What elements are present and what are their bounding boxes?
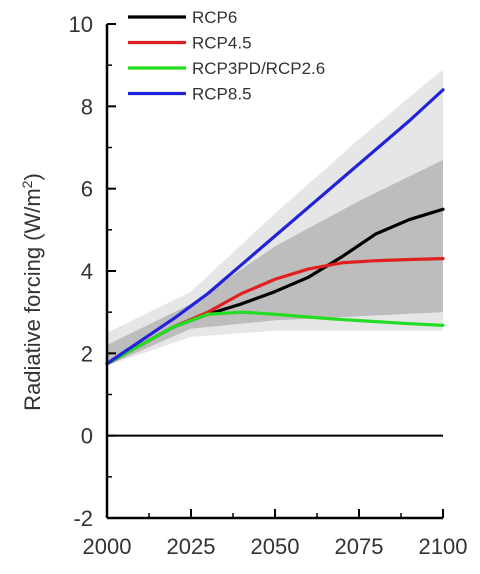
y-tick-label: 10 (69, 12, 93, 37)
legend-label-rcp4-5: RCP4.5 (192, 34, 252, 53)
y-tick-label: 4 (81, 259, 93, 284)
y-tick-label: -2 (73, 506, 93, 531)
legend-label-rcp8-5: RCP8.5 (192, 85, 252, 104)
uncertainty-band-2 (107, 159, 443, 366)
y-tick-label: 2 (81, 341, 93, 366)
legend-label-rcp6: RCP6 (192, 8, 237, 27)
legend-label-rcp3pd-rcp2-6: RCP3PD/RCP2.6 (192, 59, 325, 78)
x-tick-label: 2025 (167, 534, 216, 559)
y-axis-label-close: ) (20, 173, 45, 180)
axes: -2 0 2 4 6 8 10 2000 2025 2050 2075 2100 (69, 12, 468, 559)
series-line-rcp3pd-rcp2-6 (105, 310, 445, 366)
x-tick-label: 2100 (419, 534, 468, 559)
x-tick-label: 2000 (83, 534, 132, 559)
uncertainty-bands (107, 69, 443, 366)
legend: RCP6 RCP4.5 RCP3PD/RCP2.6 RCP8.5 (128, 8, 325, 104)
x-tick-label: 2075 (335, 534, 384, 559)
series-lines (105, 88, 445, 366)
x-tick-label: 2050 (251, 534, 300, 559)
y-tick-label: 6 (81, 177, 93, 202)
y-axis-label-main: Radiative forcing (W/m (20, 188, 45, 411)
y-tick-label: 8 (81, 94, 93, 119)
series-line-rcp8-5 (105, 88, 445, 366)
y-axis-label: Radiative forcing (W/m2) (19, 173, 45, 411)
y-axis-label-superscript: 2 (19, 180, 35, 188)
y-tick-label: 0 (81, 424, 93, 449)
